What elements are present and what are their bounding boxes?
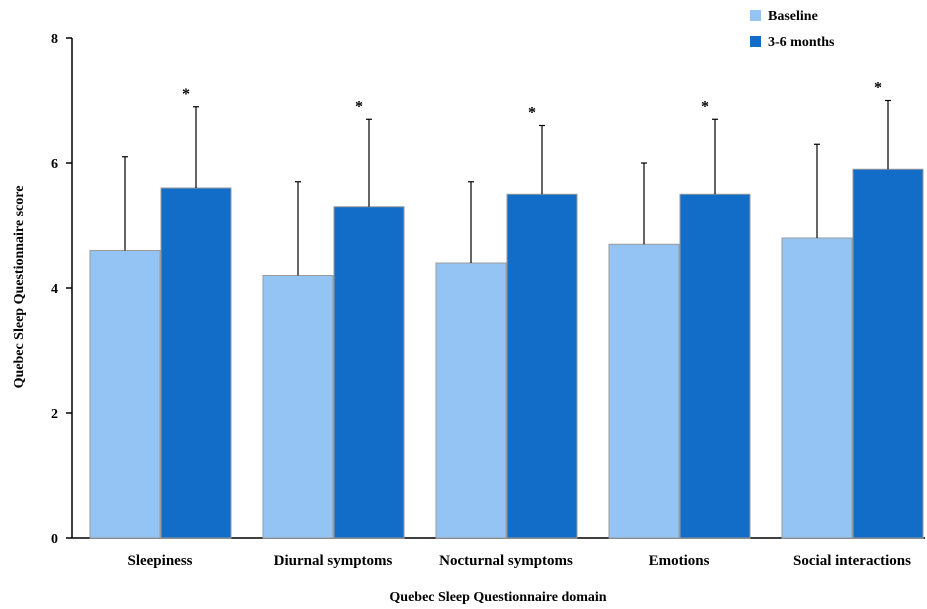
- bar-baseline-emotions: [608, 243, 680, 539]
- bar-baseline-social-interactions: [781, 237, 853, 539]
- significance-star-emotions: *: [701, 98, 709, 115]
- y-tick-label: 0: [51, 532, 58, 547]
- significance-star-sleepiness: *: [182, 86, 190, 103]
- y-ticks: 0 2 4 6 8: [51, 32, 72, 547]
- bar-3-6-months-social-interactions: [852, 168, 924, 539]
- category-label-nocturnal-symptoms: Nocturnal symptoms: [439, 553, 573, 569]
- bar-3-6-months-emotions: [679, 193, 751, 539]
- category-label-emotions: Emotions: [649, 553, 710, 569]
- significance-star-nocturnal-symptoms: *: [528, 105, 536, 122]
- x-axis-title: Quebec Sleep Questionnaire domain: [389, 590, 606, 605]
- significance-markers: * * * * *: [182, 80, 882, 122]
- y-tick-label: 6: [51, 157, 58, 172]
- significance-star-diurnal-symptoms: *: [355, 98, 363, 115]
- category-label-sleepiness: Sleepiness: [127, 553, 192, 569]
- bar-3-6-months-diurnal-symptoms: [333, 206, 405, 539]
- error-bars: [122, 99, 891, 276]
- bar-baseline-sleepiness: [89, 250, 161, 539]
- bar-3-6-months-nocturnal-symptoms: [506, 193, 578, 539]
- bar-baseline-diurnal-symptoms: [262, 275, 334, 539]
- bar-baseline-nocturnal-symptoms: [435, 262, 507, 539]
- significance-star-social-interactions: *: [874, 80, 882, 97]
- legend-label-baseline: Baseline: [768, 9, 818, 24]
- legend-swatch-3-6-months: [750, 36, 761, 47]
- legend: Baseline 3-6 months: [750, 9, 835, 50]
- y-tick-label: 4: [51, 282, 58, 297]
- y-axis-title: Quebec Sleep Questionnaire score: [12, 186, 27, 389]
- bar-3-6-months-sleepiness: [160, 187, 232, 539]
- category-label-social-interactions: Social interactions: [793, 553, 911, 569]
- legend-label-3-6-months: 3-6 months: [768, 35, 835, 50]
- bars: [89, 168, 924, 539]
- legend-swatch-baseline: [750, 10, 761, 21]
- category-labels: Sleepiness Diurnal symptoms Nocturnal symp…: [127, 553, 911, 569]
- y-tick-label: 2: [51, 407, 58, 422]
- y-tick-label: 8: [51, 32, 58, 47]
- category-label-diurnal-symptoms: Diurnal symptoms: [274, 553, 393, 569]
